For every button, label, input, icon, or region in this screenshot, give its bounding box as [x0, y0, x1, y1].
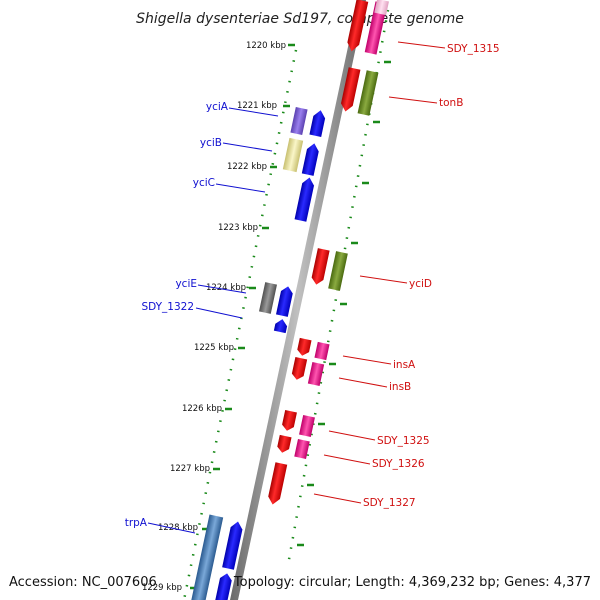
gene-SDY_1315-cog [364, 1, 388, 55]
gene-insB-cog [307, 361, 325, 387]
kbp-label: 1225 kbp [194, 343, 234, 353]
gene-yciB [301, 143, 319, 176]
gene-yciE-cog [259, 282, 277, 314]
gene-tonB [341, 67, 361, 112]
kbp-label: 1221 kbp [237, 101, 277, 111]
kbp-ticks-right [297, 60, 391, 547]
gene-yciB-cog [282, 137, 304, 173]
kbp-label: 1228 kbp [158, 523, 198, 533]
gene-SDY_1326-cog [294, 438, 310, 460]
gene-SDY_1322 [273, 319, 288, 334]
gene-label-insA: insA [393, 359, 416, 371]
kbp-ticks-left [190, 43, 295, 590]
gene-insB [291, 356, 308, 380]
kbp-label: 1220 kbp [246, 41, 286, 51]
gene-labels-left: yciA yciB yciC yciE SDY_1322 trpA [125, 101, 229, 529]
gene-SDY_1315 [347, 0, 369, 52]
gene-label-SDY_1322: SDY_1322 [141, 301, 194, 313]
accession-text: Accession: NC_007606 [9, 575, 157, 590]
gene-label-yciE: yciE [175, 278, 197, 290]
kbp-label: 1224 kbp [206, 283, 246, 293]
gene-SDY_1326 [277, 434, 292, 453]
label-lines-left [147, 107, 279, 534]
gene-trpA-cog [190, 514, 224, 600]
gene-yciD [311, 248, 330, 285]
gene-label-SDY_1315: SDY_1315 [447, 43, 500, 55]
gene-yciD-cog [328, 251, 348, 291]
gene-label-yciA: yciA [206, 101, 229, 113]
gene-insA-cog [314, 341, 330, 361]
gene-labels-right: SDY_1315 tonB yciD insA insB SDY_1325 SD… [363, 43, 500, 509]
gene-label-SDY_1327: SDY_1327 [363, 497, 416, 509]
map-title: Shigella dysenteriae Sd197, complete gen… [136, 11, 464, 27]
gene-tonB-cog [357, 70, 379, 116]
label-lines-right [313, 41, 446, 504]
gene-SDY_1327 [268, 462, 288, 505]
gene-trpA [222, 521, 243, 570]
gene-label-yciC: yciC [193, 177, 215, 189]
gene-yciA [309, 110, 326, 137]
gene-trpB [215, 573, 232, 600]
gene-SDY_1325 [282, 409, 297, 431]
kbp-labels: 1220 kbp 1221 kbp 1222 kbp 1223 kbp 1224… [142, 41, 286, 593]
gene-label-trpA: trpA [125, 517, 148, 529]
gene-label-insB: insB [389, 381, 411, 393]
kbp-label: 1226 kbp [182, 404, 222, 414]
kbp-label: 1222 kbp [227, 162, 267, 172]
gene-label-yciB: yciB [200, 137, 222, 149]
genome-backbone [230, 0, 366, 600]
gene-SDY_1315-cog2 [374, 0, 389, 16]
gene-insA [297, 337, 312, 356]
gene-yciE [276, 286, 293, 317]
gene-label-yciD: yciD [409, 278, 432, 290]
gene-label-SDY_1326: SDY_1326 [372, 458, 425, 470]
reverse-genes [268, 0, 389, 505]
gene-SDY_1325-cog [299, 414, 315, 438]
gene-yciA-cog [290, 107, 308, 135]
gene-yciC [294, 177, 314, 222]
kbp-label: 1229 kbp [142, 583, 182, 593]
topology-text: Topology: circular; Length: 4,369,232 bp… [233, 575, 591, 590]
kbp-label: 1223 kbp [218, 223, 258, 233]
forward-genes [190, 107, 326, 600]
kbp-label: 1227 kbp [170, 464, 210, 474]
gene-label-SDY_1325: SDY_1325 [377, 435, 430, 447]
gene-label-tonB: tonB [439, 97, 463, 109]
